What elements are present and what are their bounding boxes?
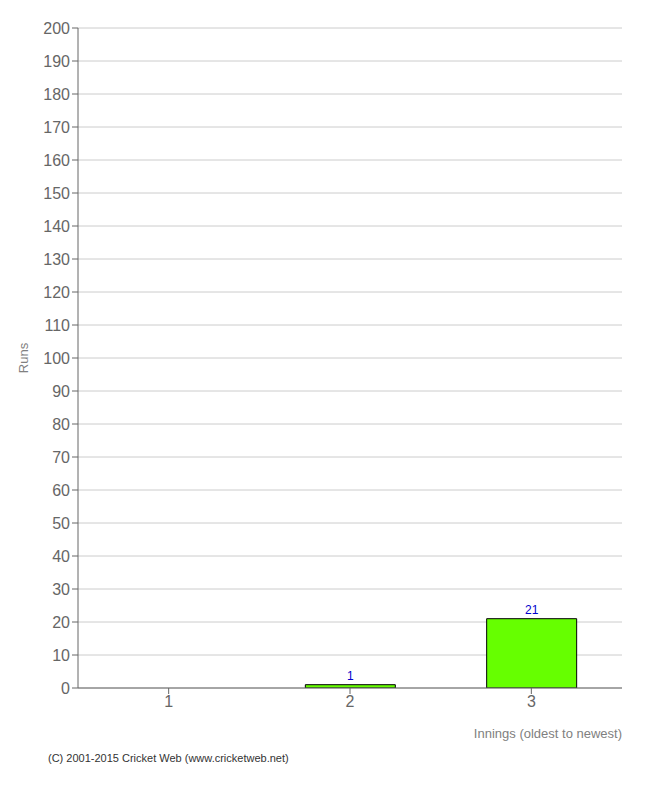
svg-text:60: 60 xyxy=(52,482,70,499)
svg-text:Runs: Runs xyxy=(16,342,31,373)
svg-text:21: 21 xyxy=(525,603,539,617)
svg-text:140: 140 xyxy=(43,218,70,235)
svg-text:170: 170 xyxy=(43,119,70,136)
svg-text:1: 1 xyxy=(347,669,354,683)
svg-text:90: 90 xyxy=(52,383,70,400)
svg-text:Innings (oldest to newest): Innings (oldest to newest) xyxy=(474,726,622,741)
svg-text:130: 130 xyxy=(43,251,70,268)
svg-text:190: 190 xyxy=(43,53,70,70)
svg-text:70: 70 xyxy=(52,449,70,466)
svg-text:150: 150 xyxy=(43,185,70,202)
svg-text:1: 1 xyxy=(164,693,173,710)
svg-text:0: 0 xyxy=(61,680,70,697)
svg-text:40: 40 xyxy=(52,548,70,565)
svg-text:180: 180 xyxy=(43,86,70,103)
svg-text:160: 160 xyxy=(43,152,70,169)
svg-text:110: 110 xyxy=(44,317,70,334)
svg-text:200: 200 xyxy=(43,20,70,37)
svg-text:3: 3 xyxy=(527,693,536,710)
svg-text:80: 80 xyxy=(52,416,70,433)
svg-text:2: 2 xyxy=(346,693,355,710)
svg-text:50: 50 xyxy=(52,515,70,532)
svg-text:100: 100 xyxy=(43,350,70,367)
svg-text:30: 30 xyxy=(52,581,70,598)
svg-text:20: 20 xyxy=(52,614,70,631)
svg-text:120: 120 xyxy=(43,284,70,301)
svg-text:10: 10 xyxy=(52,647,70,664)
html-text:(C) 2001-2015 Cricket Web (www: (C) 2001-2015 Cricket Web (www.cricketwe… xyxy=(48,752,289,764)
